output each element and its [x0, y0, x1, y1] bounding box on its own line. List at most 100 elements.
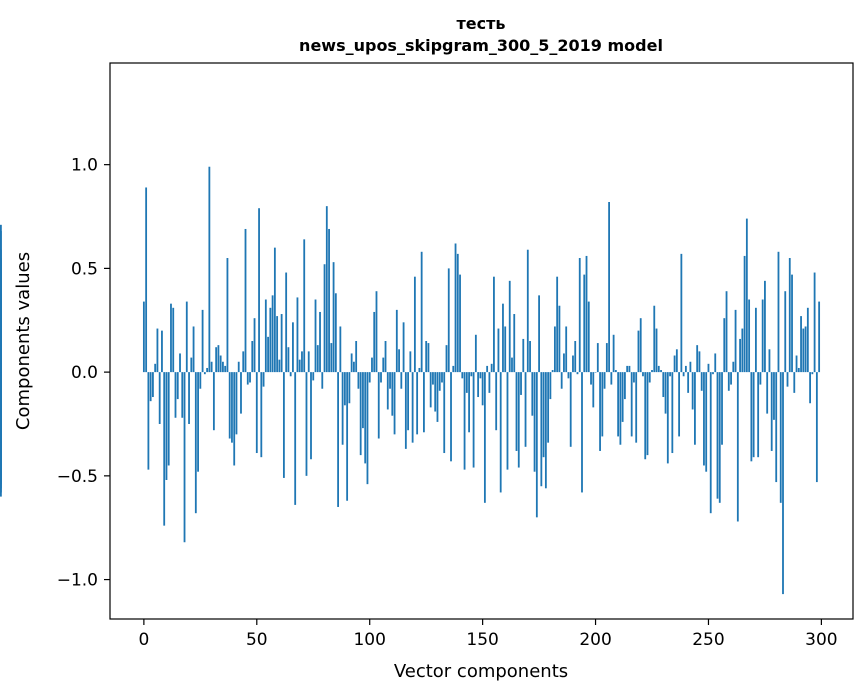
bar [348, 372, 351, 404]
bar [709, 372, 712, 514]
bar [183, 372, 186, 543]
bar [687, 372, 690, 393]
bar [698, 351, 701, 373]
bar [301, 351, 303, 373]
bar [174, 372, 177, 418]
bar [590, 372, 592, 385]
bar [188, 372, 190, 424]
bar [714, 353, 717, 373]
bar [181, 372, 184, 418]
bar [398, 349, 400, 373]
bar [680, 253, 683, 373]
bar [463, 372, 466, 470]
bar [334, 293, 337, 373]
bar [727, 372, 730, 391]
bar [350, 353, 353, 373]
bar [474, 334, 477, 373]
bar [657, 365, 660, 373]
bar [637, 330, 640, 373]
bar [267, 336, 269, 373]
bar [608, 202, 610, 373]
bar [520, 372, 522, 395]
bar [362, 372, 364, 429]
bar [675, 349, 678, 373]
bar [682, 372, 685, 377]
bar [429, 372, 432, 408]
y-axis-label: Components values [13, 252, 34, 430]
y-tick-label: 0.5 [71, 259, 98, 279]
bar [364, 372, 367, 464]
bar [452, 365, 455, 373]
bar [773, 372, 775, 420]
bar [818, 301, 821, 373]
bar [368, 372, 371, 383]
bar [242, 351, 245, 373]
bar [633, 372, 635, 383]
bar [694, 372, 696, 445]
bar [353, 361, 355, 373]
bar [621, 372, 624, 422]
bar [314, 299, 317, 373]
bar [269, 307, 272, 373]
bar [208, 166, 211, 373]
bar-series [0, 166, 821, 595]
bar [465, 372, 468, 393]
bar [296, 297, 299, 373]
bar [231, 372, 233, 443]
bar [427, 343, 430, 373]
bar [556, 276, 559, 373]
bar [224, 365, 227, 373]
bar [651, 370, 653, 373]
bar [766, 372, 769, 414]
bar [319, 311, 321, 373]
bar [459, 274, 461, 373]
bar [578, 258, 581, 373]
plot-frame [109, 62, 854, 620]
x-tick-label: 0 [138, 630, 149, 650]
bar [782, 372, 784, 595]
bar [436, 372, 439, 422]
bar [251, 341, 254, 373]
bar [423, 372, 425, 433]
bar [443, 372, 446, 454]
bar [425, 341, 428, 373]
bar [176, 372, 179, 400]
bar [563, 353, 565, 373]
bar [526, 249, 529, 373]
y-tick-label: −1.0 [57, 571, 98, 591]
bar [194, 372, 197, 514]
bar [775, 372, 778, 483]
bar [145, 187, 148, 373]
bar [730, 372, 732, 385]
x-tick-label: 200 [579, 630, 611, 650]
bar [373, 311, 376, 373]
bar [472, 372, 475, 468]
bar [524, 372, 527, 447]
bar [603, 372, 606, 389]
bar [585, 255, 588, 373]
bar [303, 239, 306, 373]
bar [258, 208, 260, 373]
bar [389, 372, 391, 389]
bar [237, 361, 240, 373]
bar [752, 372, 755, 458]
bar [285, 272, 288, 373]
bar [797, 367, 800, 373]
bar [786, 372, 789, 387]
bar [655, 328, 658, 373]
bar [240, 372, 242, 414]
bar [572, 355, 574, 373]
bar [393, 372, 396, 435]
bar [167, 372, 170, 466]
bar [800, 316, 802, 373]
bar [219, 355, 222, 373]
bar [741, 328, 744, 373]
bar [210, 361, 213, 373]
bar [276, 316, 279, 373]
bar [217, 345, 220, 373]
bar [802, 328, 805, 373]
bar [673, 355, 676, 373]
bar [235, 372, 238, 435]
bar [253, 318, 256, 373]
